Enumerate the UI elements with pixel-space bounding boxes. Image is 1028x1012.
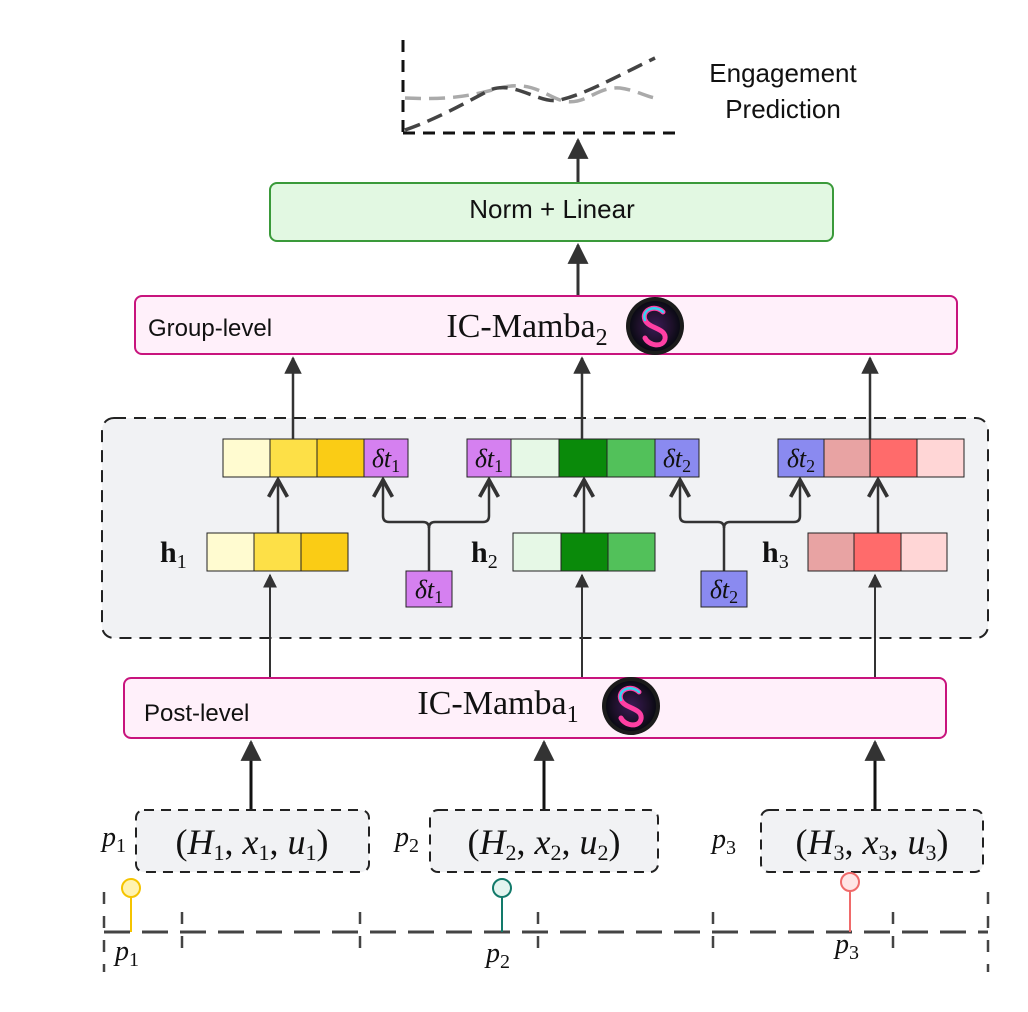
- mamba-logo-icon: [602, 677, 660, 735]
- post-tuple-3: (H3, x3, u3): [796, 822, 949, 865]
- h2-label: h2: [471, 536, 498, 573]
- timeline-pin-1: p1: [113, 878, 141, 971]
- norm-linear-block: [269, 182, 834, 242]
- post-label-1: p1: [100, 822, 126, 857]
- norm-linear-label: Norm + Linear: [469, 194, 635, 224]
- augmented-state-1: δt1: [222, 438, 409, 478]
- hidden-state-2: h2: [471, 532, 656, 573]
- group-level-mamba-block: [134, 295, 958, 355]
- svg-text:δt2: δt2: [710, 575, 738, 607]
- timeline-label-2: p2: [484, 938, 510, 973]
- post-input-1: p1 (H1, x1, u1): [100, 809, 370, 873]
- timeline-pin-2: p2: [484, 878, 512, 973]
- post-tuple-1: (H1, x1, u1): [176, 822, 329, 865]
- svg-text:δt1: δt1: [415, 575, 443, 607]
- plot-curve-gray: [404, 83, 656, 104]
- hidden-state-1: h1: [160, 532, 349, 573]
- post-label-2: p2: [393, 822, 419, 857]
- svg-text:δt2: δt2: [787, 444, 815, 476]
- post-level-mamba-block: [123, 677, 947, 739]
- group-model-name: IC-Mamba2: [446, 308, 607, 351]
- output-title-line2: Prediction: [725, 94, 841, 124]
- svg-text:δt1: δt1: [372, 444, 400, 476]
- timeline: [102, 892, 990, 972]
- augmented-state-3: δt2: [777, 438, 965, 478]
- mamba-logo-icon: [626, 297, 684, 355]
- group-level-label: Group-level: [148, 315, 272, 342]
- h1-label: h1: [160, 536, 187, 573]
- svg-text:δt2: δt2: [663, 444, 691, 476]
- timeline-pin-3: p3: [833, 872, 860, 964]
- svg-text:δt1: δt1: [475, 444, 503, 476]
- post-level-label: Post-level: [144, 700, 249, 727]
- augmented-state-2: δt1 δt2: [466, 438, 700, 478]
- timeline-label-3: p3: [833, 929, 859, 964]
- output-title-line1: Engagement: [709, 58, 857, 88]
- post-input-2: p2 (H2, x2, u2): [393, 809, 659, 873]
- post-label-3: p3: [710, 824, 736, 859]
- hidden-state-3: h3: [762, 532, 948, 573]
- post-model-name: IC-Mamba1: [417, 685, 578, 728]
- post-input-3: p3 (H3, x3, u3): [710, 809, 984, 873]
- timeline-label-1: p1: [113, 936, 139, 971]
- h3-label: h3: [762, 536, 789, 573]
- delta-t1-router: δt1: [383, 480, 489, 608]
- engagement-plot: [401, 40, 680, 135]
- post-tuple-2: (H2, x2, u2): [468, 822, 621, 865]
- delta-t2-router: δt2: [680, 480, 800, 608]
- plot-curve-dark: [404, 56, 656, 132]
